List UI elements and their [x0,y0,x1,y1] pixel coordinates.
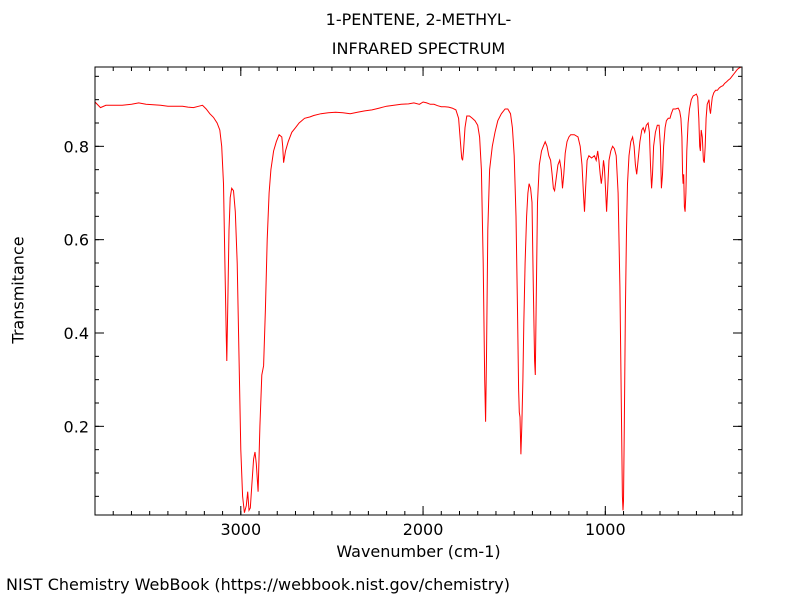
x-tick-label: 1000 [585,520,626,539]
x-tick-label: 2000 [403,520,444,539]
y-tick-label: 0.8 [64,137,89,156]
y-tick-label: 0.6 [64,231,89,250]
y-tick-label: 0.4 [64,324,89,343]
spectrum-series-line [94,66,742,513]
y-axis-label: Transmitance [8,236,28,344]
chart-title-line-2: INFRARED SPECTRUM [331,39,506,58]
chart-title-line-1: 1-PENTENE, 2-METHYL- [325,10,512,29]
source-footer: NIST Chemistry WebBook (https://webbook.… [6,575,510,594]
y-tick-label: 0.2 [64,417,89,436]
plot-frame [94,66,743,516]
x-axis-label: Wavenumber (cm-1) [336,542,501,561]
x-tick-label: 3000 [220,520,261,539]
